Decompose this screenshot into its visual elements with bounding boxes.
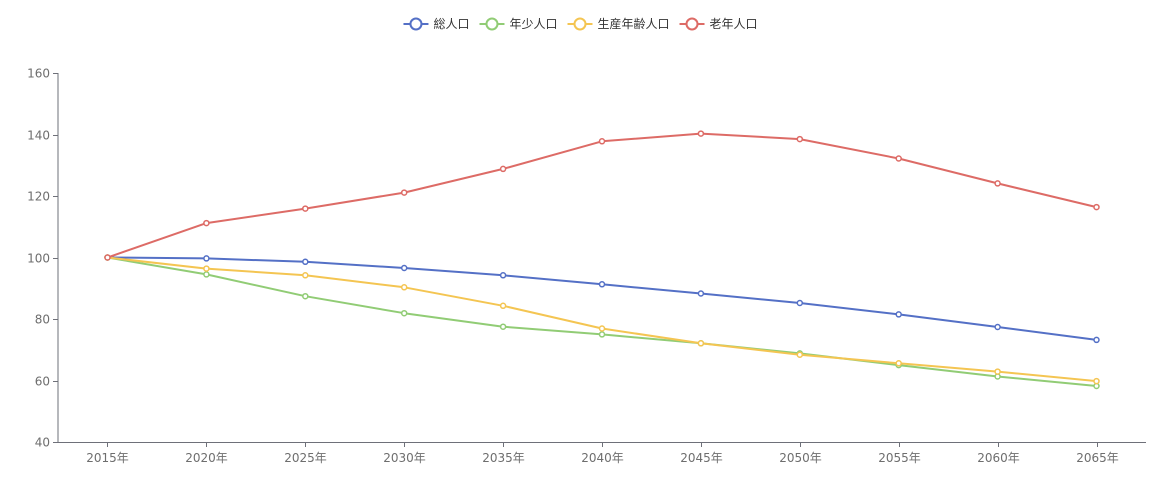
data-point[interactable] xyxy=(895,360,902,367)
legend-marker xyxy=(409,17,423,31)
data-point[interactable] xyxy=(302,258,309,266)
series-line xyxy=(107,256,1097,383)
legend-label: 年少人口 xyxy=(509,17,557,31)
data-point[interactable] xyxy=(697,290,705,297)
series-4 xyxy=(104,130,1100,261)
legend-marker xyxy=(485,17,499,31)
data-point[interactable] xyxy=(203,255,210,262)
legend: 総人口 年少人口 生産年齢人口 老年人口 xyxy=(403,16,758,31)
data-point[interactable] xyxy=(400,309,408,317)
legend-label: 老年人口 xyxy=(710,17,758,31)
y-tick-label: 60 xyxy=(35,375,50,389)
legend-item[interactable]: 生産年齢人口 xyxy=(567,16,670,31)
data-point[interactable] xyxy=(796,135,804,143)
y-tick-label: 100 xyxy=(27,252,50,266)
y-tick-label: 120 xyxy=(27,190,50,204)
data-point[interactable] xyxy=(598,325,606,332)
data-point[interactable] xyxy=(203,265,210,272)
series-1 xyxy=(104,254,1100,344)
data-point[interactable] xyxy=(400,189,408,196)
data-point[interactable] xyxy=(203,219,210,227)
data-point[interactable] xyxy=(203,271,210,278)
data-point[interactable] xyxy=(994,180,1001,187)
data-point[interactable] xyxy=(302,272,309,279)
data-point[interactable] xyxy=(598,281,606,288)
x-axis: 2015年 2020年 2025年 2030年 2035年 2040年 2045年 2050年… xyxy=(58,442,1146,465)
data-point[interactable] xyxy=(1093,336,1100,344)
x-tick-label: 2030年 xyxy=(383,451,426,465)
data-point[interactable] xyxy=(796,351,804,358)
data-point[interactable] xyxy=(994,368,1001,375)
data-point[interactable] xyxy=(697,340,705,347)
x-tick-label: 2050年 xyxy=(779,451,822,465)
data-point[interactable] xyxy=(598,331,606,338)
x-tick-label: 2065年 xyxy=(1076,451,1119,465)
x-tick-label: 2015年 xyxy=(86,451,129,465)
series-line xyxy=(107,132,1097,259)
data-point[interactable] xyxy=(1093,377,1100,385)
x-tick-label: 2055年 xyxy=(878,451,921,465)
x-tick-label: 2020年 xyxy=(185,451,228,465)
legend-marker xyxy=(685,17,699,31)
legend-item[interactable]: 総人口 xyxy=(403,17,469,31)
data-point[interactable] xyxy=(499,302,507,310)
x-tick-label: 2060年 xyxy=(977,451,1020,465)
y-tick-label: 80 xyxy=(35,313,50,327)
data-point[interactable] xyxy=(994,323,1001,331)
x-tick-label: 2025年 xyxy=(284,451,327,465)
data-point[interactable] xyxy=(400,284,408,291)
data-point[interactable] xyxy=(302,205,309,212)
legend-label: 生産年齢人口 xyxy=(598,16,670,31)
y-axis: 40 60 80 100 120 140 160 xyxy=(27,67,59,450)
data-point[interactable] xyxy=(697,130,705,137)
x-tick-label: 2035年 xyxy=(482,451,525,465)
series-3 xyxy=(104,254,1100,385)
data-point[interactable] xyxy=(895,155,902,162)
data-point[interactable] xyxy=(796,299,804,307)
legend-label: 総人口 xyxy=(433,17,469,31)
data-point[interactable] xyxy=(1093,203,1100,211)
x-tick-label: 2045年 xyxy=(680,451,723,465)
data-point[interactable] xyxy=(598,138,606,145)
data-point[interactable] xyxy=(400,264,408,272)
legend-marker xyxy=(573,17,587,31)
data-point[interactable] xyxy=(499,165,507,173)
data-point[interactable] xyxy=(302,292,309,300)
y-tick-label: 160 xyxy=(27,67,50,81)
series-layer xyxy=(104,130,1100,390)
y-tick-label: 140 xyxy=(27,129,50,143)
data-point[interactable] xyxy=(499,272,507,279)
x-tick-label: 2040年 xyxy=(581,451,624,465)
y-tick-label: 40 xyxy=(35,436,50,450)
data-point[interactable] xyxy=(895,311,902,318)
legend-item[interactable]: 老年人口 xyxy=(679,17,758,31)
data-point[interactable] xyxy=(104,254,111,261)
legend-item[interactable]: 年少人口 xyxy=(479,17,558,31)
data-point[interactable] xyxy=(499,323,507,330)
